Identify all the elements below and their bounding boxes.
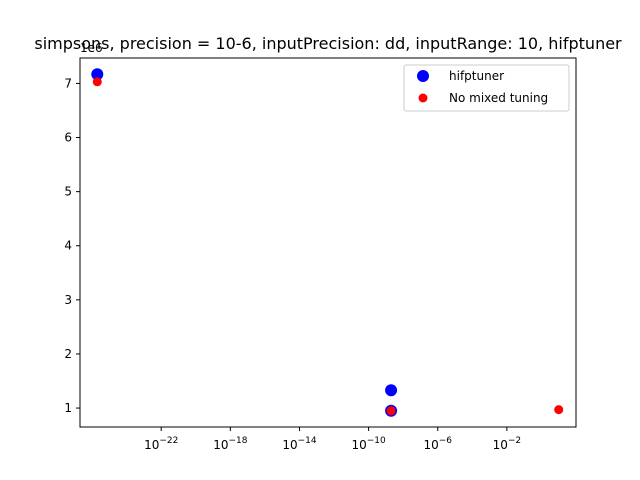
y-tick-label: 2	[64, 347, 72, 361]
legend-frame	[403, 64, 570, 112]
point-hifptuner	[385, 384, 398, 397]
legend-label-hifptuner: hifptuner	[449, 69, 504, 83]
point-no-mixed-tuning	[92, 77, 102, 87]
point-no-mixed-tuning	[554, 405, 564, 415]
y-tick-label: 7	[64, 76, 72, 90]
legend-label-no-mixed-tuning: No mixed tuning	[449, 91, 548, 105]
legend: hifptuner No mixed tuning	[403, 64, 570, 112]
point-no-mixed-tuning	[386, 406, 396, 416]
y-tick-label: 1	[64, 401, 72, 415]
legend-marker-no-mixed-tuning	[418, 93, 428, 103]
x-axis: 10−22 10−18 10−14 10−10 10−6 10−2	[144, 427, 521, 452]
y-axis: 1 2 3 4 5 6 7	[64, 76, 80, 415]
x-tick-label: 10−14	[282, 436, 317, 452]
x-tick-label: 10−22	[144, 436, 178, 452]
y-axis-offset-label: 1e6	[80, 41, 103, 55]
y-tick-label: 6	[64, 131, 72, 145]
x-tick-label: 10−6	[423, 436, 452, 452]
plot-area	[79, 57, 577, 428]
x-tick-label: 10−10	[351, 436, 386, 452]
y-tick-label: 5	[64, 185, 72, 199]
data-points	[91, 68, 564, 417]
point-hifptuner	[91, 68, 104, 81]
legend-marker-hifptuner	[417, 70, 429, 82]
y-tick-label: 4	[64, 239, 72, 253]
x-tick-label: 10−2	[493, 436, 522, 452]
y-tick-label: 3	[64, 293, 72, 307]
chart-title: simpsons, precision = 10-6, inputPrecisi…	[34, 34, 622, 53]
x-tick-label: 10−18	[213, 436, 248, 452]
